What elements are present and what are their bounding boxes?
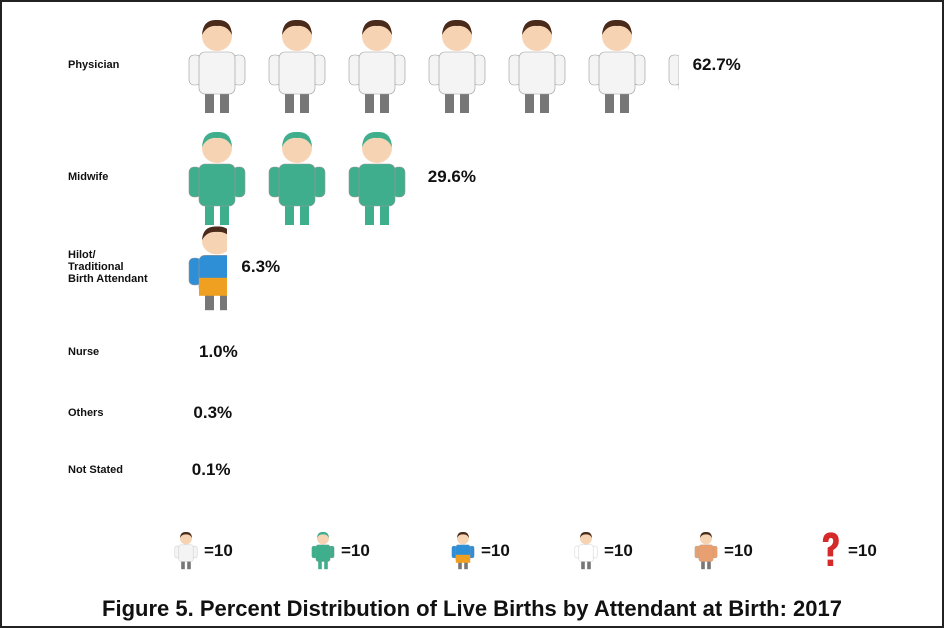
- category-label: Hilot/ Traditional Birth Attendant: [68, 249, 148, 285]
- icon-arm: [669, 55, 679, 85]
- icon-body: [179, 545, 193, 562]
- legend-icon: [447, 528, 479, 572]
- icon-body: [579, 545, 593, 562]
- icon-body: [199, 164, 235, 206]
- value-label: 0.1%: [192, 460, 231, 480]
- icon-leg: [701, 560, 705, 569]
- pictogram-bar: [177, 400, 179, 426]
- pictogram-bar: [177, 127, 414, 227]
- question-icon: [823, 532, 839, 566]
- icon-body: [519, 52, 555, 94]
- icon-body: [316, 545, 330, 562]
- legend-icon: [570, 528, 602, 572]
- icon-leg: [181, 560, 185, 569]
- legend-label: =10: [341, 541, 370, 561]
- icon-row: [189, 226, 227, 310]
- icon-body: [359, 164, 395, 206]
- category-label: Midwife: [68, 171, 148, 183]
- person-icon: [189, 20, 245, 113]
- person-icon: [269, 20, 325, 113]
- value-label: 6.3%: [241, 257, 280, 277]
- value-label: 29.6%: [428, 167, 476, 187]
- category-label: Nurse: [68, 346, 148, 358]
- category-label: Not Stated: [68, 464, 148, 476]
- legend-icon: [814, 528, 846, 572]
- chart: Figure 5. Percent Distribution of Live B…: [0, 0, 944, 628]
- legend-icon: [307, 528, 339, 572]
- icon-leg: [187, 560, 191, 569]
- person-icon: [669, 20, 679, 113]
- person-icon: [269, 132, 325, 225]
- legend-label: =10: [204, 541, 233, 561]
- icon-leg: [587, 560, 591, 569]
- legend-label: =10: [724, 541, 753, 561]
- person-icon: [589, 20, 645, 113]
- legend-icon: [690, 528, 722, 572]
- person-icon: [695, 532, 717, 569]
- legend-icon: [170, 528, 202, 572]
- person-icon: [189, 226, 227, 310]
- icon-body: [279, 164, 315, 206]
- category-label: Others: [68, 407, 148, 419]
- icon-body: [699, 545, 713, 562]
- icon-body: [439, 52, 475, 94]
- category-label: Physician: [68, 59, 148, 71]
- icon-leg: [318, 560, 322, 569]
- pictogram-bar: [177, 15, 679, 115]
- pictogram-bar: [177, 458, 178, 482]
- icon-row: [189, 132, 405, 225]
- icon-row: [189, 20, 679, 113]
- person-icon: [452, 532, 474, 569]
- legend-label: =10: [848, 541, 877, 561]
- chart-title: Figure 5. Percent Distribution of Live B…: [2, 596, 942, 622]
- value-label: 62.7%: [693, 55, 741, 75]
- icon-leg: [581, 560, 585, 569]
- person-icon: [349, 132, 405, 225]
- person-icon: [429, 20, 485, 113]
- icon-leg: [324, 560, 328, 569]
- pictogram-bar: [177, 339, 185, 365]
- icon-body: [199, 52, 235, 94]
- value-label: 1.0%: [199, 342, 238, 362]
- person-icon: [312, 532, 334, 569]
- icon-leg: [707, 560, 711, 569]
- person-icon: [349, 20, 405, 113]
- person-icon: [509, 20, 565, 113]
- person-icon: [575, 532, 597, 569]
- icon-body: [599, 52, 635, 94]
- legend-label: =10: [604, 541, 633, 561]
- person-icon: [175, 532, 197, 569]
- legend-label: =10: [481, 541, 510, 561]
- icon-skirt: [456, 555, 470, 563]
- icon-body: [359, 52, 395, 94]
- icon-skirt: [199, 278, 227, 296]
- pictogram-bar: [177, 222, 227, 312]
- value-label: 0.3%: [193, 403, 232, 423]
- person-icon: [189, 132, 245, 225]
- icon-body: [279, 52, 315, 94]
